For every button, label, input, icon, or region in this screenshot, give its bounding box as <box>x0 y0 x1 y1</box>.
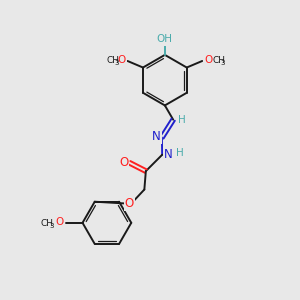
Text: H: H <box>176 148 183 158</box>
Text: O: O <box>204 55 212 65</box>
Text: H: H <box>178 115 185 125</box>
Text: O: O <box>125 197 134 210</box>
Text: O: O <box>119 156 128 169</box>
Text: CH: CH <box>212 56 225 65</box>
Text: O: O <box>117 55 125 65</box>
Text: 3: 3 <box>49 223 53 229</box>
Text: 3: 3 <box>221 60 225 66</box>
Text: N: N <box>164 148 172 161</box>
Text: O: O <box>55 217 63 227</box>
Text: N: N <box>152 130 161 143</box>
Text: 3: 3 <box>115 60 119 66</box>
Text: OH: OH <box>157 34 173 44</box>
Text: CH: CH <box>106 56 119 65</box>
Text: CH: CH <box>41 219 54 228</box>
